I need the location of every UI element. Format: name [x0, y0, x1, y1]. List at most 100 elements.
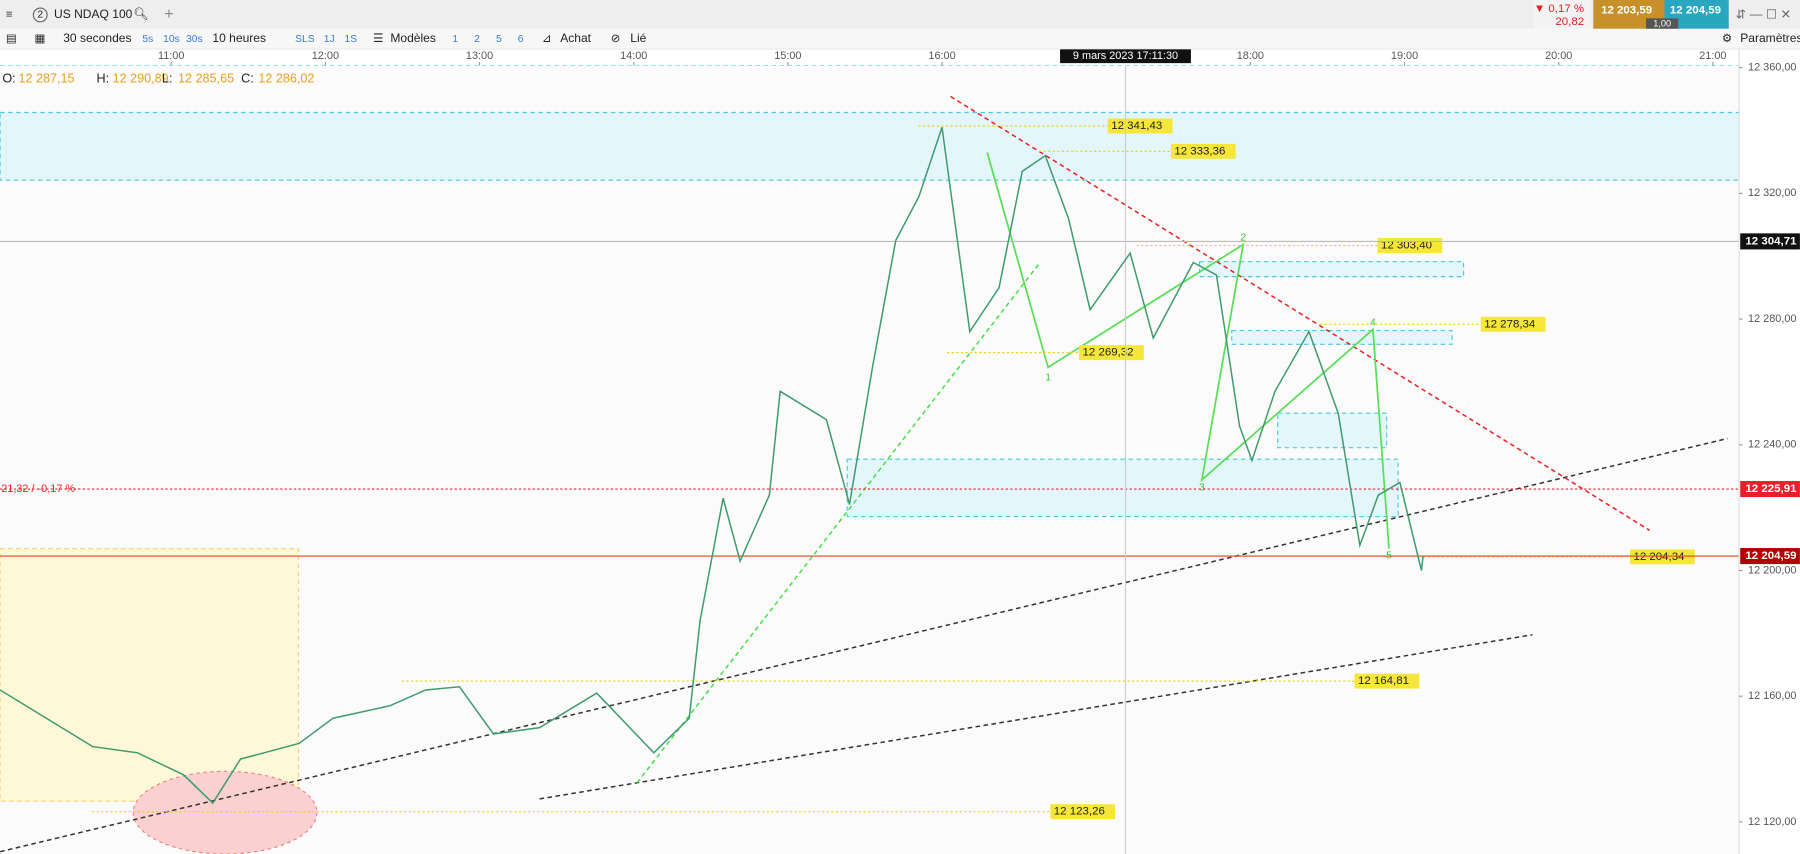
- zone: [1199, 261, 1465, 278]
- highlight-ellipse: [132, 770, 318, 854]
- zone: [1231, 330, 1453, 345]
- x-tick-label: 15:00: [774, 50, 801, 62]
- period-button[interactable]: 1S: [344, 34, 357, 45]
- zone: [1277, 412, 1388, 449]
- wave-label: 3: [1199, 483, 1205, 494]
- y-tick-label: 12 320,00: [1748, 187, 1796, 199]
- time-axis: [0, 49, 1740, 66]
- level-tag: [1480, 316, 1546, 332]
- search-icon[interactable]: 🔍︎: [133, 7, 148, 21]
- ohlc-value: 12 290,89: [113, 72, 169, 86]
- change: 20,82: [1555, 16, 1584, 28]
- period[interactable]: 10 heures: [212, 31, 266, 45]
- quote-box: [1533, 0, 1592, 29]
- level-label: 12 333,36: [1174, 145, 1225, 157]
- layout-button[interactable]: 2: [474, 34, 480, 45]
- price-axis: [1739, 49, 1800, 854]
- layout-button[interactable]: 1: [452, 34, 458, 45]
- resistance-zone: [0, 111, 1740, 181]
- level-label: 12 341,43: [1111, 120, 1162, 132]
- range-box: [0, 548, 300, 802]
- ask: 12 204,59: [1670, 4, 1721, 16]
- spread-box: [1646, 18, 1679, 29]
- level-tag: [1107, 118, 1173, 134]
- period-button[interactable]: 1J: [324, 34, 335, 45]
- change-pct: ▼ 0,17 %: [1534, 3, 1584, 15]
- x-tick-label: 16:00: [928, 50, 955, 62]
- link-icon[interactable]: ⊘: [611, 33, 621, 45]
- tool-bar: [0, 28, 1800, 50]
- level-tag: [1630, 549, 1695, 565]
- price-tag: [1740, 233, 1800, 250]
- change-annotation: 21,32 / -0,17 %: [1, 483, 75, 495]
- period-button[interactable]: SLS: [295, 34, 315, 45]
- settings[interactable]: Paramètres: [1740, 31, 1800, 45]
- y-tick-label: 12 360,00: [1748, 62, 1796, 74]
- price-series: [0, 127, 1424, 805]
- price-tag-label: 12 225,91: [1745, 483, 1797, 495]
- spread: 1,00: [1653, 19, 1671, 29]
- ohlc-label: L:: [162, 72, 173, 86]
- trend-line: [950, 95, 1650, 531]
- layout-button[interactable]: 5: [496, 34, 502, 45]
- ohlc-value: 12 285,65: [178, 72, 234, 86]
- crosshair-label: 9 mars 2023 17:11:30: [1073, 50, 1178, 62]
- buy-icon[interactable]: ⊿: [542, 33, 552, 45]
- instrument[interactable]: US NDAQ 100: [54, 7, 133, 21]
- price-tag-label: 12 304,71: [1745, 235, 1797, 247]
- templates[interactable]: Modèles: [390, 31, 436, 45]
- quick-interval[interactable]: 30s: [186, 34, 203, 45]
- quick-interval[interactable]: 10s: [163, 34, 180, 45]
- level-label: 12 123,26: [1054, 806, 1105, 818]
- level-label: 12 269,32: [1083, 347, 1134, 359]
- settings-icon[interactable]: ⚙: [1722, 33, 1732, 45]
- trend-line: [636, 263, 1040, 784]
- x-tick-label: 18:00: [1237, 50, 1264, 62]
- price-tag-label: 12 204,59: [1745, 550, 1796, 562]
- y-tick-label: 12 200,00: [1748, 564, 1796, 576]
- demand-zone: [846, 458, 1399, 518]
- level-label: 12 303,40: [1381, 240, 1432, 252]
- wave-label: 2: [1240, 232, 1246, 243]
- level-tag: [1079, 345, 1144, 361]
- x-tick-label: 19:00: [1391, 50, 1418, 62]
- menu-icon[interactable]: ≡: [6, 9, 13, 21]
- ohlc-label: C:: [241, 72, 254, 86]
- x-tick-label: 21:00: [1699, 50, 1726, 62]
- y-tick-label: 12 120,00: [1748, 816, 1796, 828]
- grid-icon[interactable]: ▦: [35, 33, 46, 45]
- wave-label: 4: [1370, 317, 1376, 328]
- crosshair-tag: [1060, 49, 1191, 64]
- buy[interactable]: Achat: [560, 31, 591, 45]
- add-tab[interactable]: +: [164, 5, 173, 23]
- x-tick-label: 14:00: [620, 50, 647, 62]
- quick-interval[interactable]: 5s: [142, 34, 153, 45]
- bid: 12 203,59: [1601, 4, 1652, 16]
- x-tick-label: 12:00: [312, 50, 339, 62]
- layout-icon[interactable]: ▤: [6, 33, 17, 45]
- linked[interactable]: Lié: [630, 31, 646, 45]
- x-tick-label: 20:00: [1545, 50, 1572, 62]
- y-tick-label: 12 160,00: [1748, 690, 1796, 702]
- price-tag: [1740, 481, 1800, 498]
- badge: 2: [37, 10, 43, 21]
- level-label: 12 278,34: [1484, 318, 1536, 330]
- ohlc-label: H:: [97, 72, 110, 86]
- interval[interactable]: 30 secondes: [63, 31, 131, 45]
- templates-icon[interactable]: ☰: [373, 33, 383, 45]
- trend-line: [0, 437, 1728, 853]
- ohlc-value: 12 287,15: [18, 72, 74, 86]
- x-tick-label: 11:00: [158, 50, 184, 62]
- x-tick-label: 13:00: [466, 50, 493, 62]
- window-controls[interactable]: ⇵ — ☐ ✕: [1736, 7, 1792, 21]
- ohlc-value: 12 286,02: [258, 72, 314, 86]
- level-label: 12 204,34: [1633, 551, 1685, 563]
- level-label: 12 164,81: [1358, 675, 1409, 687]
- level-tag: [1050, 804, 1116, 820]
- top-bar: [0, 0, 1800, 29]
- layout-button[interactable]: 6: [518, 34, 524, 45]
- level-tag: [1354, 673, 1420, 689]
- badge-circle: [32, 7, 48, 23]
